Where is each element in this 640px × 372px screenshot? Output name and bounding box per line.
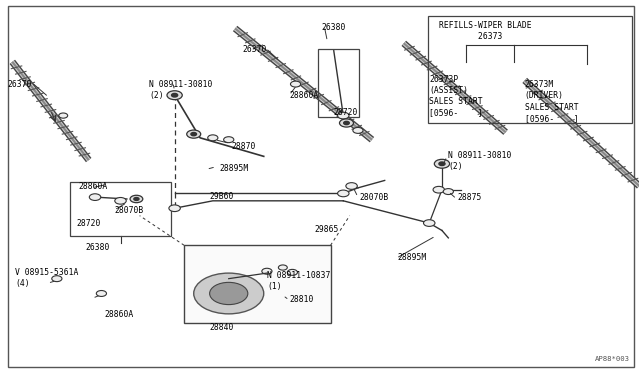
Circle shape (59, 113, 68, 118)
Circle shape (353, 128, 363, 134)
Bar (318, 49, 359, 118)
Bar (184, 245, 331, 323)
Circle shape (435, 159, 450, 168)
Text: N 08911-30810
(2): N 08911-30810 (2) (149, 80, 212, 100)
Text: 29B60: 29B60 (210, 192, 234, 201)
Circle shape (97, 291, 106, 296)
Text: AP88*003: AP88*003 (595, 356, 630, 362)
Text: 28840: 28840 (210, 323, 234, 332)
Circle shape (339, 119, 353, 127)
Circle shape (278, 265, 287, 270)
Circle shape (433, 186, 445, 193)
Circle shape (287, 269, 298, 275)
Circle shape (208, 135, 218, 141)
Text: 28720: 28720 (333, 108, 358, 117)
Circle shape (444, 189, 453, 195)
Circle shape (337, 112, 349, 119)
Text: 28070B: 28070B (359, 193, 388, 202)
Circle shape (210, 282, 248, 305)
Circle shape (130, 195, 143, 203)
Circle shape (172, 93, 178, 97)
Circle shape (52, 276, 62, 282)
Circle shape (167, 91, 182, 100)
Text: 26370: 26370 (243, 45, 267, 54)
Text: 28860A: 28860A (104, 310, 134, 319)
Text: REFILLS-WIPER BLADE
        26373: REFILLS-WIPER BLADE 26373 (439, 21, 531, 41)
Text: 26380: 26380 (321, 23, 346, 32)
Bar (428, 16, 632, 123)
Text: 28860A: 28860A (79, 182, 108, 191)
Text: 28895M: 28895M (397, 253, 427, 262)
Text: 26373M
(DRIVER)
SALES START
[0596-    ]: 26373M (DRIVER) SALES START [0596- ] (525, 80, 579, 123)
Text: N 08911-30810
(2): N 08911-30810 (2) (449, 151, 512, 171)
Circle shape (424, 220, 435, 227)
Circle shape (346, 183, 357, 189)
Text: V 08915-5361A
(4): V 08915-5361A (4) (15, 267, 79, 288)
Circle shape (439, 162, 445, 166)
Text: N 08911-10837
(1): N 08911-10837 (1) (267, 271, 330, 291)
Circle shape (337, 190, 349, 197)
Circle shape (223, 137, 234, 142)
Text: 28895M: 28895M (219, 164, 248, 173)
Bar (70, 182, 172, 236)
Text: 26380: 26380 (86, 243, 110, 253)
Circle shape (291, 81, 301, 87)
Circle shape (191, 132, 196, 136)
Text: 26370: 26370 (7, 80, 31, 89)
Text: 28720: 28720 (76, 219, 100, 228)
Circle shape (90, 194, 100, 201)
Circle shape (344, 121, 349, 125)
Text: 28070B: 28070B (114, 206, 143, 215)
Text: 28875: 28875 (458, 193, 483, 202)
Circle shape (134, 198, 139, 201)
Circle shape (262, 268, 272, 274)
Text: 28860A: 28860A (289, 92, 319, 100)
Text: 29865: 29865 (315, 225, 339, 234)
Text: 26373P
(ASSIST)
SALES START
[0596-    ]: 26373P (ASSIST) SALES START [0596- ] (429, 75, 483, 117)
Circle shape (187, 130, 201, 138)
Circle shape (194, 273, 264, 314)
Circle shape (169, 205, 180, 212)
Text: 28810: 28810 (289, 295, 314, 304)
Circle shape (115, 198, 126, 204)
Text: 28870: 28870 (232, 141, 256, 151)
